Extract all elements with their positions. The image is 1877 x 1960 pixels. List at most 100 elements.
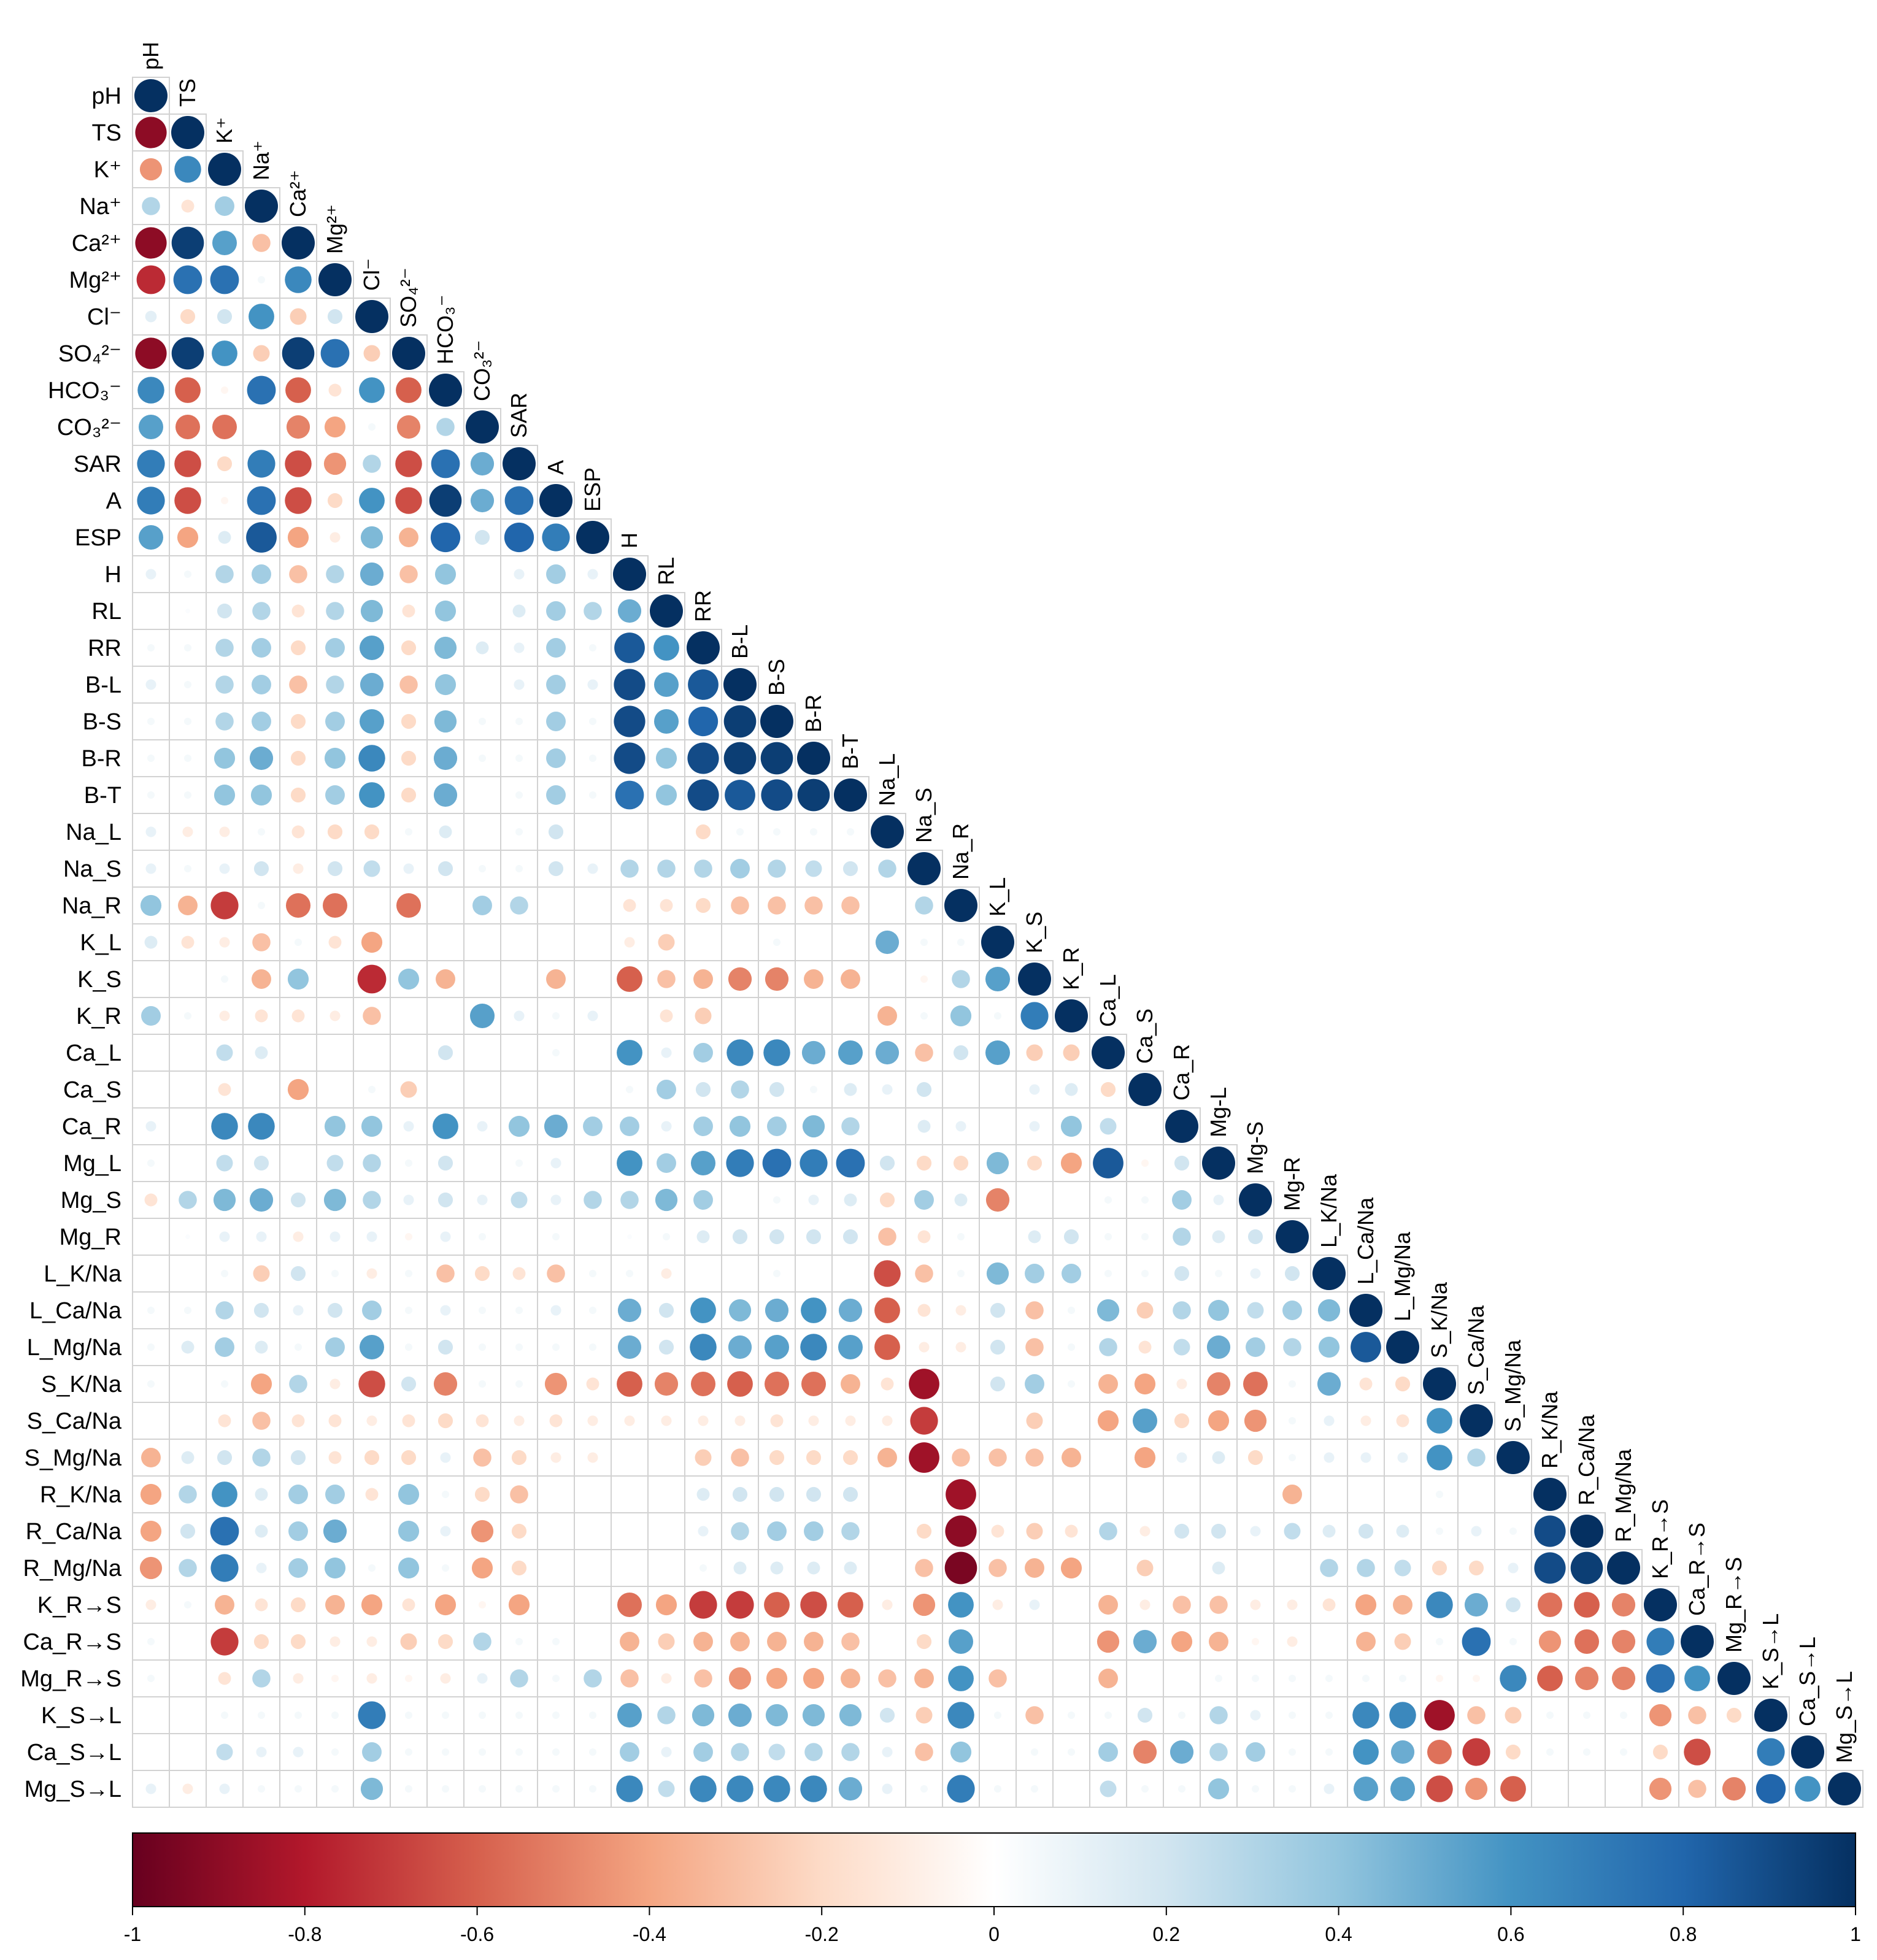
corr-circle [1534,1515,1566,1547]
corr-circle [1353,1776,1379,1802]
col-label: Cl⁻ [359,258,384,291]
col-label: ESP [580,467,605,512]
corr-circle [1104,1269,1112,1278]
corr-circle [401,1376,417,1392]
corr-circle [1212,1451,1225,1464]
corr-circle [838,1777,863,1801]
grid-cell [684,923,722,961]
grid-cell [647,1549,685,1587]
corr-circle [1570,1515,1603,1548]
corr-circle [323,452,347,475]
corr-circle [838,1592,863,1618]
corr-circle [219,1231,230,1242]
col-label: Mg_S→L [1832,1671,1857,1763]
corr-circle [363,860,380,877]
grid-cell [574,1218,612,1256]
corr-circle [731,1522,749,1540]
corr-circle [916,1082,932,1097]
grid-cell [647,1439,685,1477]
col-label: TS [175,79,200,107]
corr-circle [476,1414,489,1428]
corr-circle [1025,1264,1044,1283]
grid-cell [353,1512,391,1550]
corr-circle [252,969,271,989]
corr-circle [515,717,523,726]
corr-circle [552,1785,560,1793]
corr-circle [806,1450,822,1466]
corr-circle [1067,1306,1076,1315]
corr-circle [363,455,381,473]
corr-circle [362,1301,382,1320]
corr-circle [249,1188,274,1212]
corr-circle [392,337,425,370]
corr-circle [661,1673,672,1684]
corr-circle [957,1232,965,1241]
corr-circle [437,861,453,877]
corr-circle [552,1343,560,1351]
corr-circle [909,1369,939,1399]
corr-circle [1471,1526,1482,1537]
corr-circle [182,826,193,837]
grid-cell [1531,1770,1569,1808]
corr-circle [1574,1666,1599,1691]
corr-circle [478,1748,487,1756]
corr-circle [698,1526,709,1537]
corr-circle [217,309,233,325]
corr-circle [1100,1780,1117,1797]
corr-circle [695,824,711,840]
corr-circle [916,1155,932,1171]
grid-cell [463,960,501,998]
corr-circle [434,674,457,696]
corr-circle [401,1450,417,1466]
corr-circle [952,970,970,988]
corr-circle [1322,1524,1336,1538]
colorbar-tick-label: -0.8 [288,1923,322,1945]
corr-circle [252,933,271,951]
grid-cell [1052,1475,1090,1513]
corr-circle [257,1785,266,1793]
corr-circle [801,1371,827,1397]
corr-circle [399,528,418,547]
grid-cell [169,1034,207,1072]
corr-circle [257,275,266,284]
corr-circle [252,675,271,694]
corr-circle [552,1674,560,1683]
corr-circle [478,1232,487,1241]
grid-cell [574,1475,612,1513]
corr-circle [217,456,233,472]
corr-circle [216,1155,233,1172]
corr-circle [431,449,460,478]
corr-circle [290,750,306,766]
corr-circle [690,1371,716,1397]
grid-cell [169,1144,207,1182]
corr-circle [179,1191,197,1209]
corr-circle [145,863,156,874]
corr-circle [179,1485,197,1504]
corr-circle [841,896,860,915]
grid-cell [1568,1770,1606,1808]
corr-circle [655,1188,678,1212]
corr-circle [1097,1630,1120,1653]
corr-circle [874,1260,901,1287]
col-label: SO₄²⁻ [396,267,421,328]
corr-circle [764,1371,790,1397]
grid-cell [1089,1549,1127,1587]
corr-circle [441,1490,450,1499]
corr-circle [398,1520,420,1542]
corr-circle [948,1592,974,1618]
corr-circle [515,1306,523,1315]
corr-circle [723,742,757,775]
corr-circle [844,1083,857,1096]
corr-circle [325,785,345,805]
row-label: Na_S [63,856,121,882]
col-label: L_Mg/Na [1390,1231,1415,1321]
corr-circle [944,889,977,922]
grid-cell [905,1475,943,1513]
corr-circle [183,864,192,873]
row-label: R_K/Na [40,1482,122,1508]
corr-circle [399,675,418,694]
corr-circle [175,414,201,440]
corr-circle [1287,1636,1298,1647]
corr-circle [695,1082,711,1097]
col-label: Ca_R [1169,1044,1194,1101]
